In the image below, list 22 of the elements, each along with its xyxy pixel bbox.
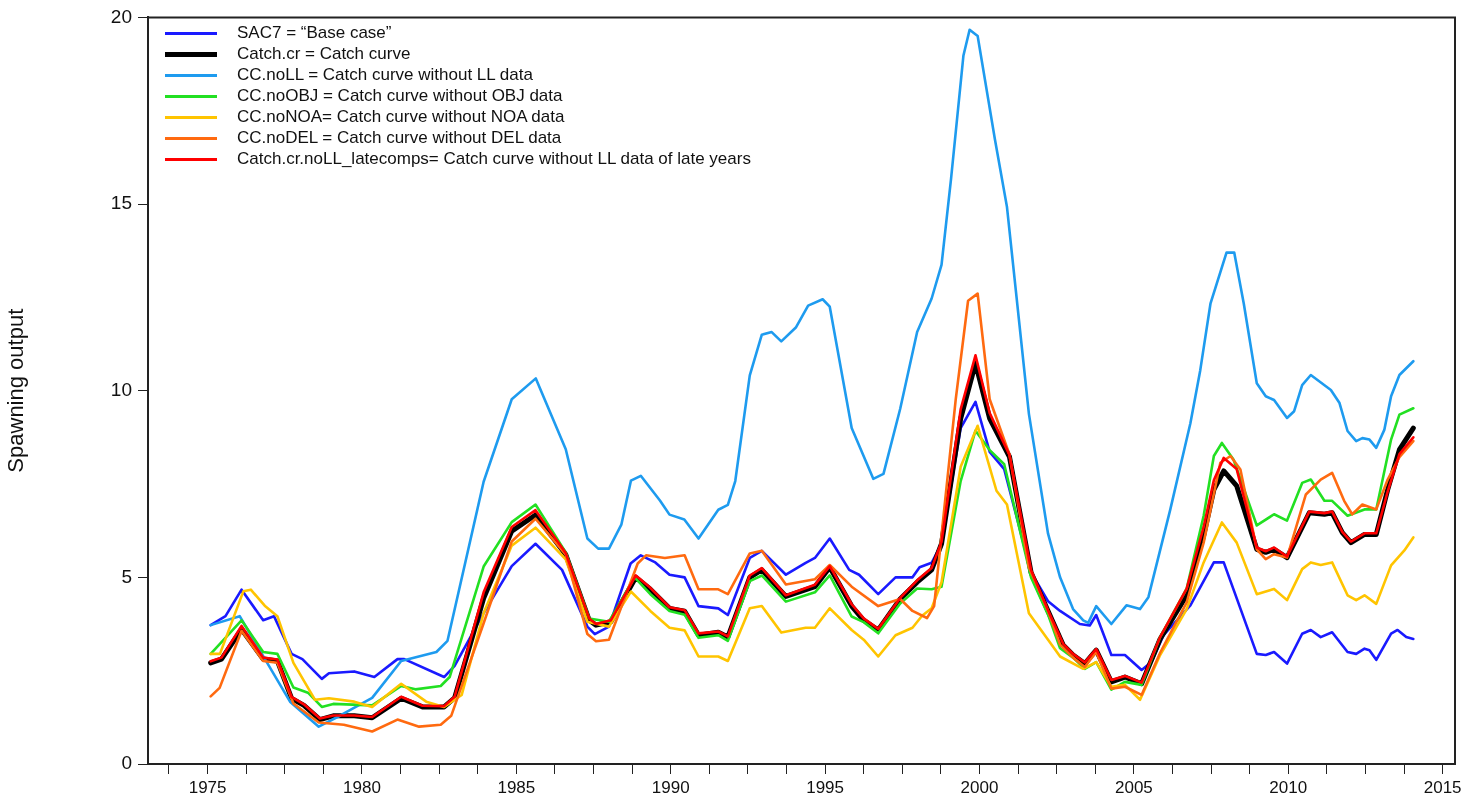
- y-tick-label: 15: [110, 192, 132, 214]
- legend-label: Catch.cr.noLL_latecomps= Catch curve without LL data of late years: [237, 149, 751, 169]
- x-tick-label: 1975: [188, 777, 227, 797]
- x-tick-label: 1995: [806, 777, 845, 797]
- x-tick-label: 2000: [960, 777, 999, 797]
- legend-label: CC.noDEL = Catch curve without DEL data: [237, 128, 562, 148]
- x-tick-label: 1985: [497, 777, 536, 797]
- y-tick-label: 0: [121, 752, 132, 774]
- y-tick-label: 5: [121, 565, 132, 587]
- x-tick-label: 1980: [343, 777, 381, 797]
- x-tick-label: 2015: [1423, 777, 1462, 797]
- y-tick-label: 20: [110, 5, 132, 27]
- legend-label: CC.noOBJ = Catch curve without OBJ data: [237, 86, 563, 106]
- legend-label: Catch.cr = Catch curve: [237, 44, 411, 64]
- legend-label: CC.noLL = Catch curve without LL data: [237, 65, 533, 85]
- y-tick-label: 10: [110, 378, 132, 400]
- x-tick-label: 2010: [1269, 777, 1308, 797]
- x-tick-label: 1990: [651, 777, 690, 797]
- y-axis-title: Spawning output: [3, 308, 29, 473]
- legend-label: CC.noNOA= Catch curve without NOA data: [237, 107, 565, 127]
- x-tick-label: 2005: [1114, 777, 1153, 797]
- legend-label: SAC7 = “Base case”: [237, 23, 392, 43]
